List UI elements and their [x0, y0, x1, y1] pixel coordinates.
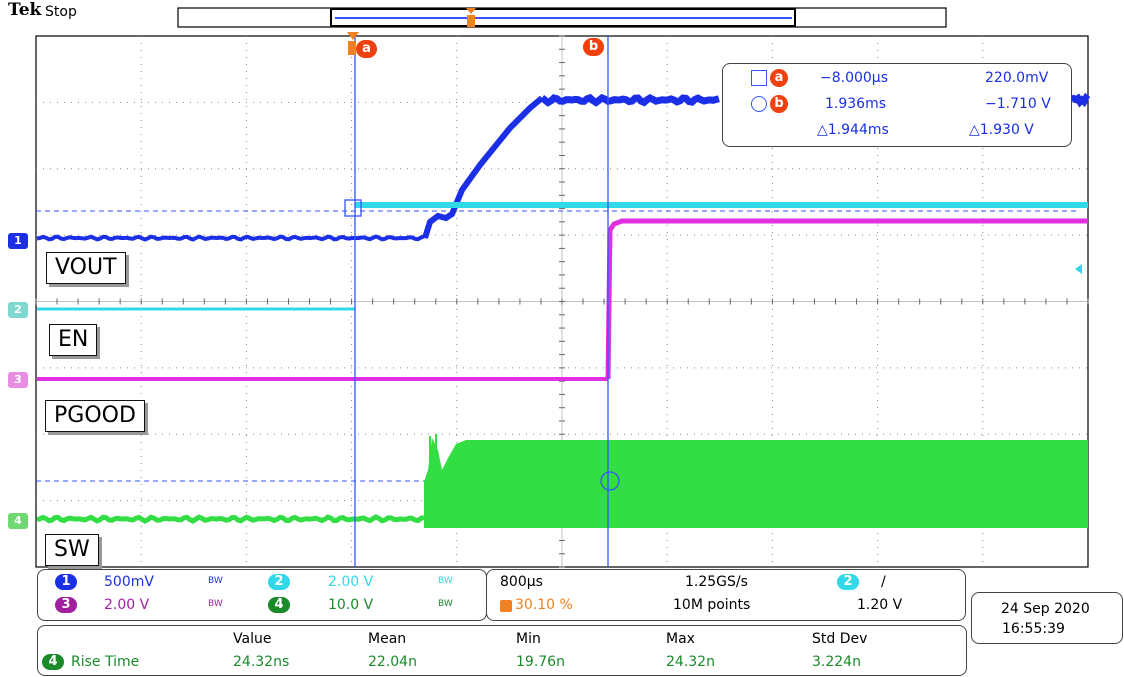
trigger-position[interactable]: 30.10 %: [515, 597, 573, 613]
cursor-a-badge[interactable]: a: [356, 40, 377, 58]
channel-settings-panel[interactable]: 1 500mV BW 2 2.00 V BW 3 2.00 V BW 4 10.…: [37, 569, 487, 621]
ch3-scale[interactable]: 2.00 V: [104, 597, 150, 613]
cursor-a-time: −8.000µs: [820, 70, 889, 86]
acquisition-state: Stop: [45, 4, 77, 20]
cursor-a-value: 220.0mV: [985, 70, 1049, 86]
measurement-source-badge: 4: [42, 654, 64, 670]
ch4-ground-marker[interactable]: 4: [8, 513, 28, 529]
horizontal-scale[interactable]: 800µs: [500, 574, 543, 590]
measurement-header-mean: Mean: [368, 631, 407, 647]
trigger-mark-icon: [347, 32, 359, 55]
cursor-b-circle-icon: [751, 96, 767, 112]
trace-label-sw: SW: [45, 534, 99, 566]
measurement-header-value: Value: [233, 631, 272, 647]
time: 16:55:39: [1002, 621, 1065, 637]
measurement-header-min: Min: [516, 631, 541, 647]
ch4-sw-trace: [36, 434, 1088, 530]
measurement-header-std-dev: Std Dev: [812, 631, 868, 647]
cursor-b-readout-badge: b: [770, 95, 788, 113]
cursor-b-badge[interactable]: b: [583, 38, 604, 56]
trigger-slope-icon[interactable]: /: [881, 574, 886, 590]
ch2-bw-limit: BW: [438, 576, 453, 586]
record-length: 10M points: [673, 597, 751, 613]
trigger-position-marker: [466, 8, 476, 27]
measurement-mean: 22.04n: [368, 654, 417, 670]
cursor-delta-time: △1.944ms: [817, 122, 889, 138]
ch3-ground-marker[interactable]: 3: [8, 372, 28, 388]
ch1-ground-marker[interactable]: 1: [8, 233, 28, 249]
ch2-scale[interactable]: 2.00 V: [328, 574, 374, 590]
ch1-badge: 1: [55, 574, 77, 590]
ch1-bw-limit: BW: [208, 576, 223, 586]
ch4-scale[interactable]: 10.0 V: [328, 597, 374, 613]
measurement-std-dev: 3.224n: [812, 654, 861, 670]
trigger-level[interactable]: 1.20 V: [857, 597, 903, 613]
measurement-header-max: Max: [666, 631, 695, 647]
trace-label-en: EN: [49, 324, 98, 356]
ch1-scale[interactable]: 500mV: [104, 574, 154, 590]
cursor-a-square-icon: [751, 70, 767, 86]
measurement-value: 24.32ns: [233, 654, 290, 670]
trace-label-pgood: PGOOD: [45, 400, 145, 432]
horizontal-trigger-panel[interactable]: 800µs 1.25GS/s 2 / 30.10 % 10M points 1.…: [486, 569, 966, 621]
trace-label-vout: VOUT: [46, 252, 126, 284]
brand-logo: Tek: [8, 0, 42, 20]
trigger-position-icon: [500, 600, 512, 612]
measurement-panel[interactable]: Value Mean Min Max Std Dev 4 Rise Time 2…: [37, 625, 967, 676]
ch2-ground-marker[interactable]: 2: [8, 302, 28, 318]
cursor-readout-panel[interactable]: a −8.000µs 220.0mV b 1.936ms −1.710 V △1…: [722, 63, 1072, 147]
cursor-b-circle-marker: [600, 471, 620, 491]
record-overview-bar[interactable]: [177, 7, 947, 28]
ch3-bw-limit: BW: [208, 599, 223, 609]
datetime-panel: 24 Sep 2020 16:55:39: [971, 592, 1123, 644]
sample-rate: 1.25GS/s: [685, 574, 748, 590]
trigger-level-arrow: [1075, 264, 1082, 274]
trigger-source-badge: 2: [837, 574, 859, 590]
measurement-max: 24.32n: [666, 654, 715, 670]
cursor-a-readout-badge: a: [770, 69, 788, 87]
cursor-b-value: −1.710 V: [985, 96, 1051, 112]
cursor-delta-value: △1.930 V: [969, 122, 1034, 138]
ch3-badge: 3: [55, 597, 77, 613]
ch4-badge: 4: [268, 597, 290, 613]
measurement-min: 19.76n: [516, 654, 565, 670]
ch3-pgood-trace: [37, 218, 1088, 381]
cursor-b-time: 1.936ms: [825, 96, 887, 112]
ch4-bw-limit: BW: [438, 599, 453, 609]
measurement-name[interactable]: Rise Time: [71, 654, 140, 670]
ch2-badge: 2: [268, 574, 290, 590]
cursor-a-square-marker: [344, 199, 362, 217]
ch2-en-trace: [37, 202, 1088, 311]
date: 24 Sep 2020: [1001, 601, 1090, 617]
